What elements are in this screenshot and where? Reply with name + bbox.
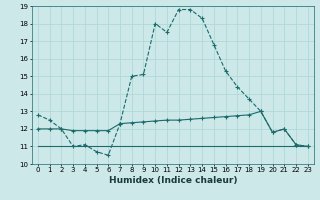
X-axis label: Humidex (Indice chaleur): Humidex (Indice chaleur) [108,176,237,185]
